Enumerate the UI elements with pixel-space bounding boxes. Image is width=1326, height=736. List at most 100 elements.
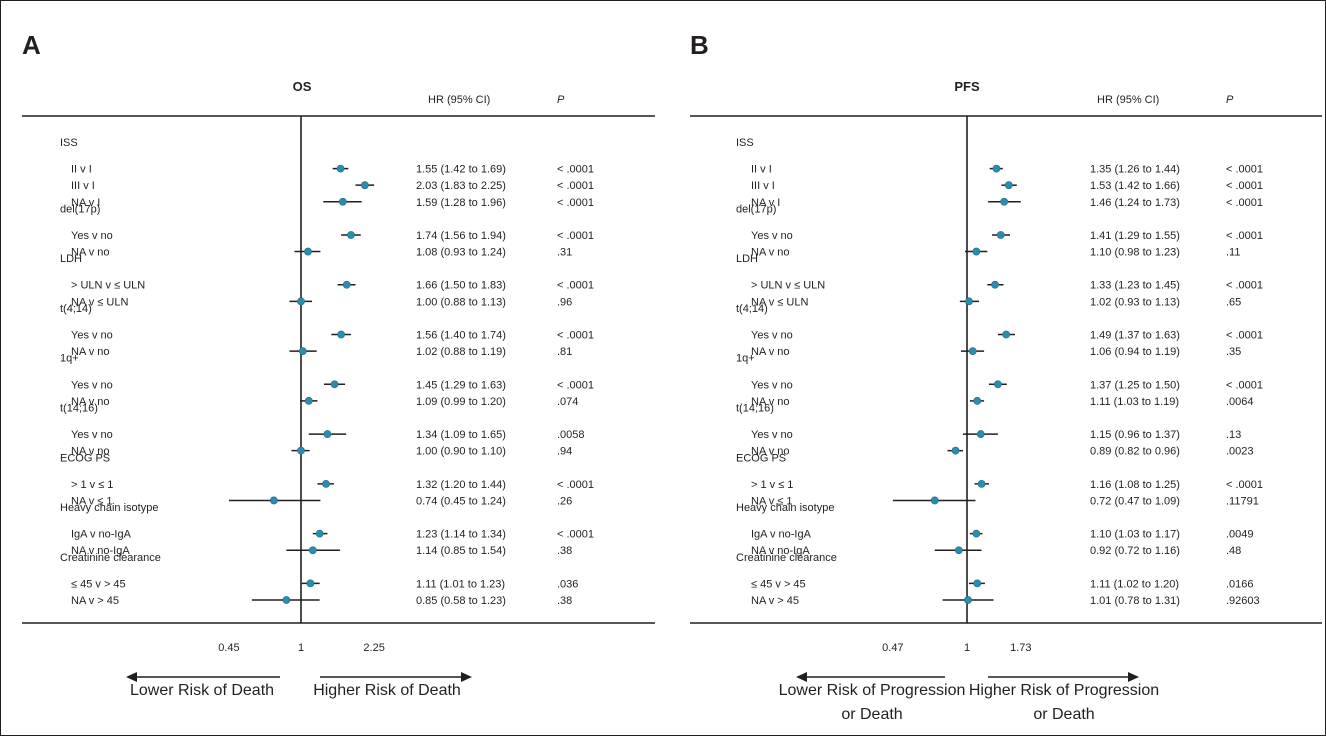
hr-ci-value: 1.49 (1.37 to 1.63) <box>1090 330 1180 342</box>
row-label: NA v no-IgA <box>751 545 810 557</box>
p-value: .92603 <box>1226 595 1260 607</box>
hr-ci-value: 0.89 (0.82 to 0.96) <box>1090 446 1180 458</box>
hr-point <box>976 430 985 438</box>
hr-point <box>342 280 351 289</box>
axis-tick-label: 1.73 <box>1010 642 1031 654</box>
panel-letter: B <box>690 30 709 60</box>
hr-point <box>972 247 981 256</box>
hr-ci-value: 1.02 (0.88 to 1.19) <box>416 346 506 358</box>
hr-ci-value: 1.15 (0.96 to 1.37) <box>1090 429 1180 441</box>
row-label: II v I <box>751 164 772 176</box>
hr-ci-value: 1.00 (0.90 to 1.10) <box>416 446 506 458</box>
hr-point <box>297 297 305 306</box>
p-value: .13 <box>1226 429 1241 441</box>
p-value: < .0001 <box>1226 180 1263 192</box>
row-label: NA v ≤ 1 <box>71 495 113 507</box>
axis-tick-label: 1 <box>298 642 304 654</box>
hr-column-header: HR (95% CI) <box>428 94 490 106</box>
hr-ci-value: 1.11 (1.03 to 1.19) <box>1090 396 1179 408</box>
p-value: .31 <box>557 247 572 259</box>
lower-risk-label: or Death <box>841 706 902 723</box>
p-value: < .0001 <box>1226 379 1263 391</box>
row-label: IgA v no-IgA <box>71 529 132 541</box>
hr-ci-value: 1.55 (1.42 to 1.69) <box>416 164 506 176</box>
hr-point <box>323 430 332 438</box>
panel-a-os: A OS HR (95% CI) P ISS II v I 1.55 (1.42 to 1.… <box>22 30 655 699</box>
hr-point <box>968 347 977 356</box>
row-label: NA v ≤ 1 <box>751 495 793 507</box>
row-label: Yes v no <box>751 429 793 441</box>
group-label: t(4;14) <box>60 303 92 315</box>
hr-point <box>297 446 305 455</box>
axis-tick-label: 0.45 <box>218 642 239 654</box>
hr-ci-value: 1.10 (1.03 to 1.17) <box>1090 529 1180 541</box>
hr-ci-value: 1.23 (1.14 to 1.34) <box>416 529 506 541</box>
hr-point <box>330 380 339 389</box>
row-label: NA v I <box>71 197 100 209</box>
hr-ci-value: 1.53 (1.42 to 1.66) <box>1090 180 1180 192</box>
hr-ci-value: 1.56 (1.40 to 1.74) <box>416 330 506 342</box>
p-value: .0064 <box>1226 396 1254 408</box>
row-label: NA v > 45 <box>71 595 119 607</box>
group-label: LDH <box>60 253 82 265</box>
hr-point <box>965 297 973 306</box>
p-value: .81 <box>557 346 572 358</box>
p-value: .074 <box>557 396 578 408</box>
row-label: III v I <box>751 180 775 192</box>
group-label: del(17p) <box>60 203 100 215</box>
axis-tick-label: 2.25 <box>363 642 384 654</box>
p-value: < .0001 <box>557 529 594 541</box>
hr-point <box>964 596 972 604</box>
group-label: 1q+ <box>60 353 79 365</box>
row-label: Yes v no <box>71 379 113 391</box>
hr-point <box>1002 330 1011 339</box>
left-arrowhead <box>796 672 807 682</box>
row-label: ≤ 45 v > 45 <box>751 578 806 590</box>
row-label: > ULN v ≤ ULN <box>71 280 145 292</box>
hr-ci-value: 1.35 (1.26 to 1.44) <box>1090 164 1180 176</box>
hr-point <box>951 446 960 455</box>
hr-ci-value: 0.92 (0.72 to 1.16) <box>1090 545 1180 557</box>
p-value: .0023 <box>1226 446 1254 458</box>
hr-column-header: HR (95% CI) <box>1097 94 1159 106</box>
axis-tick-label: 0.47 <box>882 642 903 654</box>
row-label: IgA v no-IgA <box>751 529 812 541</box>
hr-point <box>930 496 939 505</box>
panel-title: OS <box>293 79 312 94</box>
hr-point <box>992 164 1001 173</box>
row-label: Yes v no <box>751 230 793 242</box>
hr-point <box>304 247 312 256</box>
hr-ci-value: 2.03 (1.83 to 2.25) <box>416 180 506 192</box>
row-label: NA v I <box>751 197 780 209</box>
row-label: Yes v no <box>71 429 113 441</box>
p-value: < .0001 <box>1226 330 1263 342</box>
group-label: ECOG PS <box>60 452 110 464</box>
p-value: < .0001 <box>1226 479 1263 491</box>
p-column-header: P <box>1226 94 1234 106</box>
lower-risk-label: Lower Risk of Progression <box>779 682 966 699</box>
p-value: .96 <box>557 296 572 308</box>
left-arrowhead <box>126 672 137 682</box>
p-value: .11 <box>1226 247 1240 259</box>
row-label: > 1 v ≤ 1 <box>751 479 793 491</box>
hr-point <box>977 479 986 488</box>
row-label: III v I <box>71 180 95 192</box>
hr-ci-value: 1.33 (1.23 to 1.45) <box>1090 280 1180 292</box>
hr-point <box>304 396 313 405</box>
p-value: .38 <box>557 595 572 607</box>
hr-point <box>954 546 963 555</box>
hr-ci-value: 1.34 (1.09 to 1.65) <box>416 429 506 441</box>
row-label: NA v no <box>751 396 790 408</box>
p-value: < .0001 <box>1226 230 1263 242</box>
group-label: Creatinine clearance <box>736 552 837 564</box>
hr-ci-value: 1.46 (1.24 to 1.73) <box>1090 197 1180 209</box>
p-value: < .0001 <box>1226 280 1263 292</box>
hr-point <box>996 231 1005 239</box>
row-label: NA v no <box>751 247 790 259</box>
hr-point <box>308 546 317 555</box>
hr-ci-value: 1.09 (0.99 to 1.20) <box>416 396 506 408</box>
p-value: .38 <box>557 545 572 557</box>
p-value: .94 <box>557 446 572 458</box>
hr-ci-value: 1.11 (1.01 to 1.23) <box>416 578 505 590</box>
row-label: NA v ≤ ULN <box>751 296 808 308</box>
